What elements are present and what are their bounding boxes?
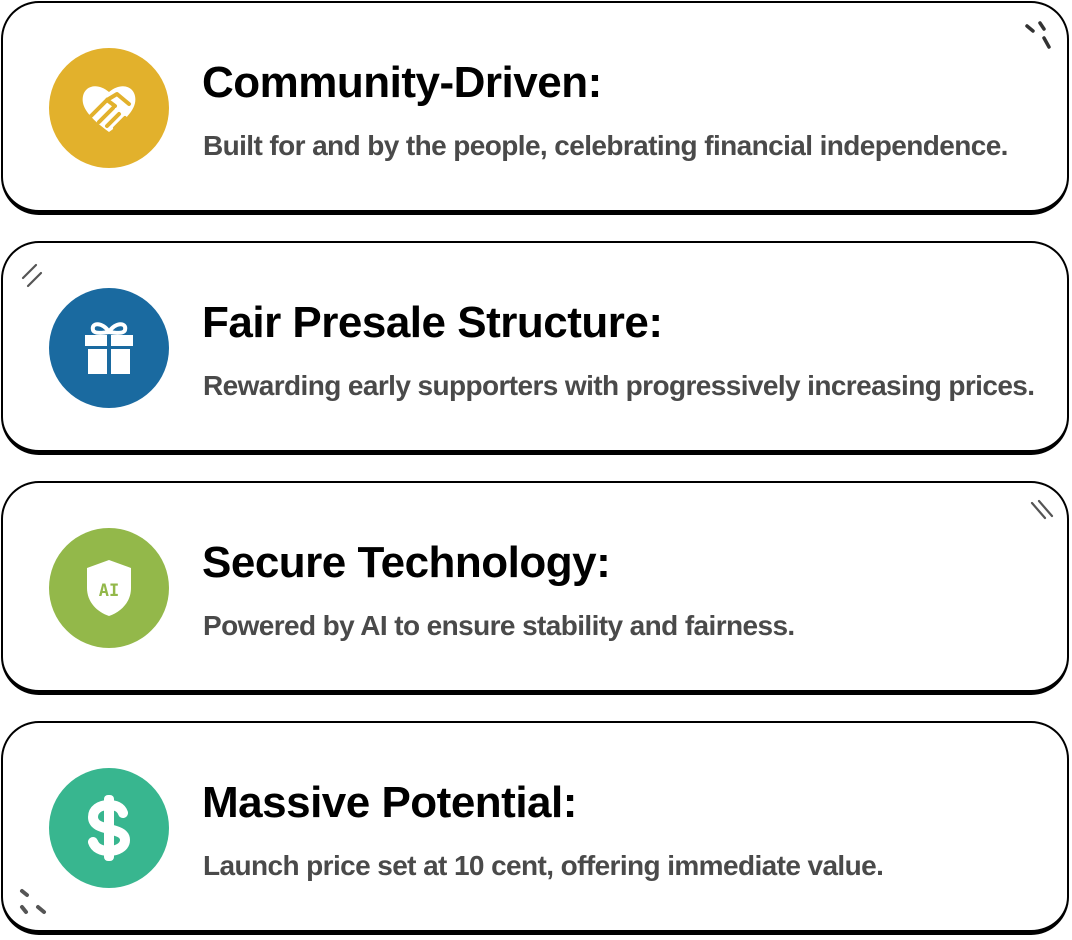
- feature-card-potential: Massive Potential: Launch price set at 1…: [1, 721, 1069, 935]
- feature-card-security: AI Secure Technology: Powered by AI to e…: [1, 481, 1069, 695]
- feature-title: Secure Technology:: [202, 538, 611, 587]
- corner-sparkle-icon: [18, 885, 48, 915]
- feature-card-community: Community-Driven: Built for and by the p…: [1, 1, 1069, 215]
- shield-ai-label: AI: [99, 581, 119, 601]
- feature-description: Launch price set at 10 cent, offering im…: [203, 850, 884, 881]
- corner-sparkle-icon: [1029, 498, 1059, 528]
- corner-sparkle-icon: [20, 261, 50, 291]
- feature-title: Community-Driven:: [202, 58, 602, 107]
- feature-description: Rewarding early supporters with progress…: [203, 370, 1035, 401]
- dollar-sign-icon: [49, 768, 169, 888]
- feature-description: Powered by AI to ensure stability and fa…: [203, 610, 795, 641]
- corner-sparkle-icon: [1024, 20, 1054, 50]
- gift-icon: [49, 288, 169, 408]
- feature-card-presale: Fair Presale Structure: Rewarding early …: [1, 241, 1069, 455]
- ai-shield-icon: AI: [49, 528, 169, 648]
- feature-description: Built for and by the people, celebrating…: [203, 130, 1008, 161]
- feature-title: Massive Potential:: [202, 778, 577, 827]
- feature-title: Fair Presale Structure:: [202, 298, 663, 347]
- handshake-heart-icon: [49, 48, 169, 168]
